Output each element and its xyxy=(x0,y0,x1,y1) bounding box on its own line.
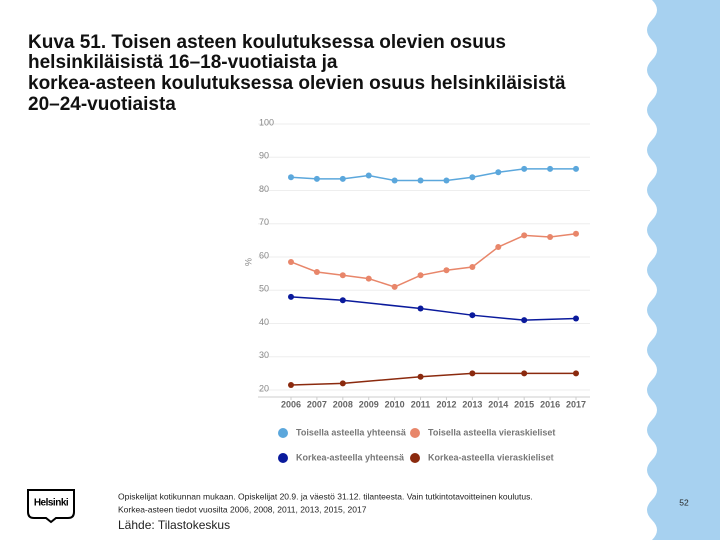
x-tick-label: 2008 xyxy=(333,399,353,409)
data-point xyxy=(521,317,528,324)
y-axis-label: % xyxy=(243,258,253,266)
data-point xyxy=(365,275,372,282)
y-tick-label: 90 xyxy=(259,151,269,161)
logo: Helsinki xyxy=(34,498,69,509)
y-tick-label: 20 xyxy=(259,383,269,393)
data-point xyxy=(443,177,450,184)
x-tick-label: 2006 xyxy=(281,399,301,409)
x-tick-label: 2017 xyxy=(566,399,586,409)
series-line xyxy=(290,372,576,386)
data-point xyxy=(573,165,579,172)
data-point xyxy=(391,283,398,290)
title-line: helsinkiläisistä 16–18-vuotiaista ja xyxy=(28,52,338,73)
legend-label: Korkea-asteella yhteensä xyxy=(296,452,405,462)
x-tick-label: 2015 xyxy=(514,399,534,409)
data-point xyxy=(573,230,579,237)
page-number: 52 xyxy=(679,497,689,507)
data-point xyxy=(443,267,450,274)
legend-marker xyxy=(410,453,420,463)
data-point xyxy=(573,370,579,377)
data-point xyxy=(339,297,346,304)
data-point xyxy=(288,258,294,265)
data-point xyxy=(495,244,502,251)
data-point xyxy=(521,165,528,172)
data-point xyxy=(469,370,476,377)
x-tick-label: 2014 xyxy=(488,399,508,409)
wave-border xyxy=(647,0,720,540)
data-point xyxy=(417,305,424,312)
legend-label: Korkea-asteella vieraskieliset xyxy=(428,452,554,462)
data-point xyxy=(339,272,346,279)
data-point xyxy=(521,370,528,377)
title-line: korkea-asteen koulutuksessa olevien osuu… xyxy=(28,73,566,94)
data-point xyxy=(417,272,424,279)
title-line: Kuva 51. Toisen asteen koulutuksessa ole… xyxy=(28,32,506,53)
logo-frame xyxy=(27,489,75,524)
data-point xyxy=(547,234,554,241)
series-line xyxy=(290,168,576,182)
legend-label: Toisella asteella vieraskieliset xyxy=(428,427,555,437)
data-point xyxy=(339,175,346,182)
series-line xyxy=(290,296,577,321)
data-point xyxy=(288,382,294,389)
data-point xyxy=(573,315,579,322)
x-tick-label: 2016 xyxy=(540,399,560,409)
series-line xyxy=(290,232,577,288)
y-tick-label: 30 xyxy=(259,350,269,360)
data-point xyxy=(469,174,476,181)
data-point xyxy=(417,177,424,184)
footnote: Opiskelijat kotikunnan mukaan. Opiskelij… xyxy=(118,491,533,501)
legend-marker xyxy=(410,428,420,438)
data-point xyxy=(339,380,346,387)
source: Lähde: Tilastokeskus xyxy=(118,518,230,532)
data-point xyxy=(313,268,320,275)
y-tick-label: 60 xyxy=(259,250,269,260)
y-tick-label: 70 xyxy=(259,217,269,227)
x-tick-label: 2007 xyxy=(307,399,327,409)
y-tick-label: 100 xyxy=(259,117,274,127)
data-point xyxy=(469,263,476,270)
data-point xyxy=(313,175,320,182)
x-tick-label: 2009 xyxy=(359,399,379,409)
title-line: 20–24-vuotiaista xyxy=(28,94,176,115)
legend-label: Toisella asteella yhteensä xyxy=(296,427,407,437)
data-point xyxy=(495,169,502,176)
x-tick-label: 2013 xyxy=(462,399,482,409)
data-point xyxy=(288,174,294,181)
legend-marker xyxy=(278,428,288,438)
x-tick-label: 2010 xyxy=(385,399,405,409)
y-tick-label: 80 xyxy=(259,184,269,194)
data-point xyxy=(547,165,554,172)
footnote: Korkea-asteen tiedot vuosilta 2006, 2008… xyxy=(118,504,367,514)
y-tick-label: 40 xyxy=(259,317,269,327)
data-point xyxy=(391,177,398,184)
data-point xyxy=(521,232,528,239)
data-point xyxy=(288,293,294,300)
legend-marker xyxy=(278,453,288,463)
data-point xyxy=(469,312,476,319)
data-point xyxy=(365,172,372,179)
x-tick-label: 2011 xyxy=(411,399,431,409)
y-tick-label: 50 xyxy=(259,284,269,294)
data-point xyxy=(417,373,424,380)
x-tick-label: 2012 xyxy=(436,399,456,409)
